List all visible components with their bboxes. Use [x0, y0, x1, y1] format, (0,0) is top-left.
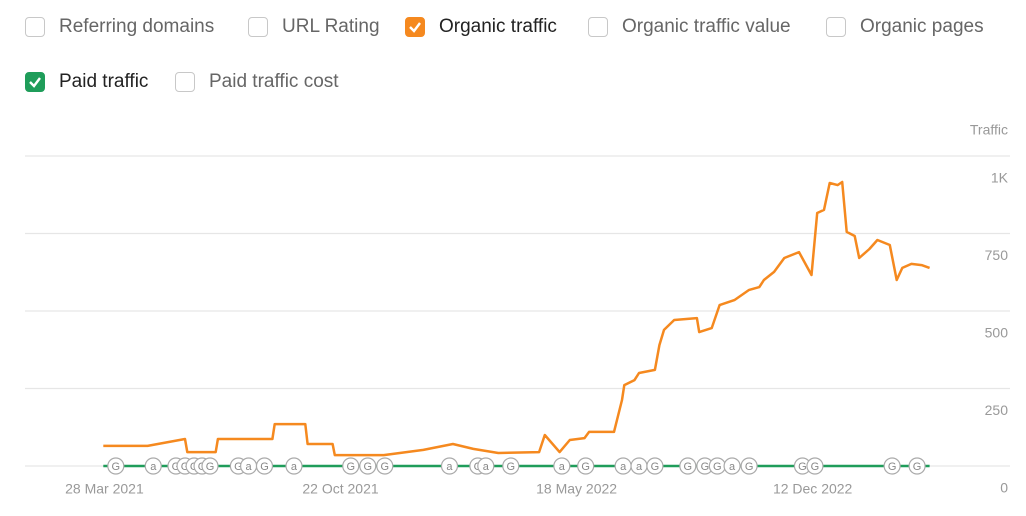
event-label: G — [112, 461, 121, 473]
x-tick-label: 12 Dec 2022 — [773, 481, 853, 497]
event-marker — [144, 457, 162, 475]
checkbox-box[interactable] — [25, 17, 45, 37]
checkbox-label[interactable]: Organic traffic — [439, 16, 557, 37]
x-tick-label: 22 Oct 2021 — [302, 481, 378, 497]
event-label: G — [651, 461, 660, 473]
series-line — [103, 180, 931, 457]
checkbox-box[interactable] — [405, 17, 425, 37]
event-label: a — [446, 461, 453, 473]
event-marker — [806, 457, 824, 475]
event-marker — [285, 457, 303, 475]
event-label: a — [729, 461, 736, 473]
event-marker — [201, 457, 219, 475]
checkbox[interactable]: URL Rating — [248, 15, 380, 39]
checkbox-label[interactable]: Organic pages — [860, 16, 984, 37]
checkbox-label[interactable]: Paid traffic — [59, 71, 149, 92]
checkbox[interactable]: Organic traffic — [405, 15, 557, 39]
event-label: a — [291, 461, 298, 473]
event-label: G — [811, 461, 820, 473]
event-marker — [740, 457, 758, 475]
event-marker — [376, 457, 394, 475]
event-label: G — [234, 461, 243, 473]
event-label: G — [181, 461, 190, 473]
event-marker — [646, 457, 664, 475]
event-marker — [502, 457, 520, 475]
event-label: a — [559, 461, 566, 473]
event-marker — [908, 457, 926, 475]
event-label: G — [381, 461, 390, 473]
event-label: G — [363, 461, 372, 473]
event-marker — [255, 457, 274, 475]
y-tick-label: 0 — [1000, 480, 1008, 496]
checkbox-box[interactable] — [826, 17, 846, 37]
event-label: G — [713, 461, 722, 473]
y-tick-label: 500 — [985, 325, 1009, 341]
check-icon — [409, 22, 421, 33]
event-marker — [723, 457, 741, 475]
x-tick-label: 28 Mar 2021 — [65, 481, 144, 497]
check-icon — [29, 77, 41, 88]
checkbox-box[interactable] — [25, 72, 45, 92]
event-label: a — [150, 461, 157, 473]
checkbox[interactable]: Paid traffic — [25, 70, 148, 94]
checkbox[interactable]: Organic traffic value — [588, 15, 791, 39]
checkbox-label[interactable]: Referring domains — [59, 16, 215, 37]
event-label: G — [581, 461, 590, 473]
event-label: a — [483, 461, 490, 473]
event-label: G — [206, 461, 215, 473]
checkbox[interactable]: Organic pages — [826, 15, 984, 39]
checkbox-label[interactable]: Paid traffic cost — [209, 71, 339, 92]
checkbox[interactable]: Paid traffic cost — [175, 70, 339, 94]
checkbox-box[interactable] — [175, 72, 195, 92]
event-label: G — [798, 461, 807, 473]
y-tick-label: 250 — [985, 402, 1009, 418]
event-marker — [477, 457, 495, 475]
y-tick-label: 750 — [985, 247, 1009, 263]
y-axis-title: Traffic — [970, 122, 1008, 138]
event-label: a — [620, 461, 627, 473]
event-marker — [342, 457, 360, 475]
event-label: G — [260, 461, 269, 473]
event-marker — [577, 457, 595, 475]
event-label: G — [913, 461, 922, 473]
checkbox-label[interactable]: URL Rating — [282, 16, 380, 37]
checkbox-label[interactable]: Organic traffic value — [622, 16, 791, 37]
event-marker — [553, 457, 571, 475]
event-label: G — [684, 461, 693, 473]
event-label: G — [701, 461, 710, 473]
event-label: G — [506, 461, 515, 473]
checkbox[interactable]: Referring domains — [25, 15, 214, 39]
x-tick-label: 18 May 2022 — [536, 481, 617, 497]
y-tick-label: 1K — [991, 170, 1009, 186]
event-marker — [679, 457, 697, 475]
event-marker — [107, 457, 125, 475]
event-label: G — [745, 461, 754, 473]
checkbox-box[interactable] — [588, 17, 608, 37]
event-marker — [883, 457, 901, 475]
checkbox-box[interactable] — [248, 17, 268, 37]
event-marker — [359, 457, 377, 475]
event-label: G — [172, 461, 181, 473]
event-label: a — [636, 461, 643, 473]
event-label: G — [888, 461, 897, 473]
event-label: G — [346, 461, 355, 473]
event-marker — [440, 457, 459, 475]
event-label: a — [246, 461, 253, 473]
